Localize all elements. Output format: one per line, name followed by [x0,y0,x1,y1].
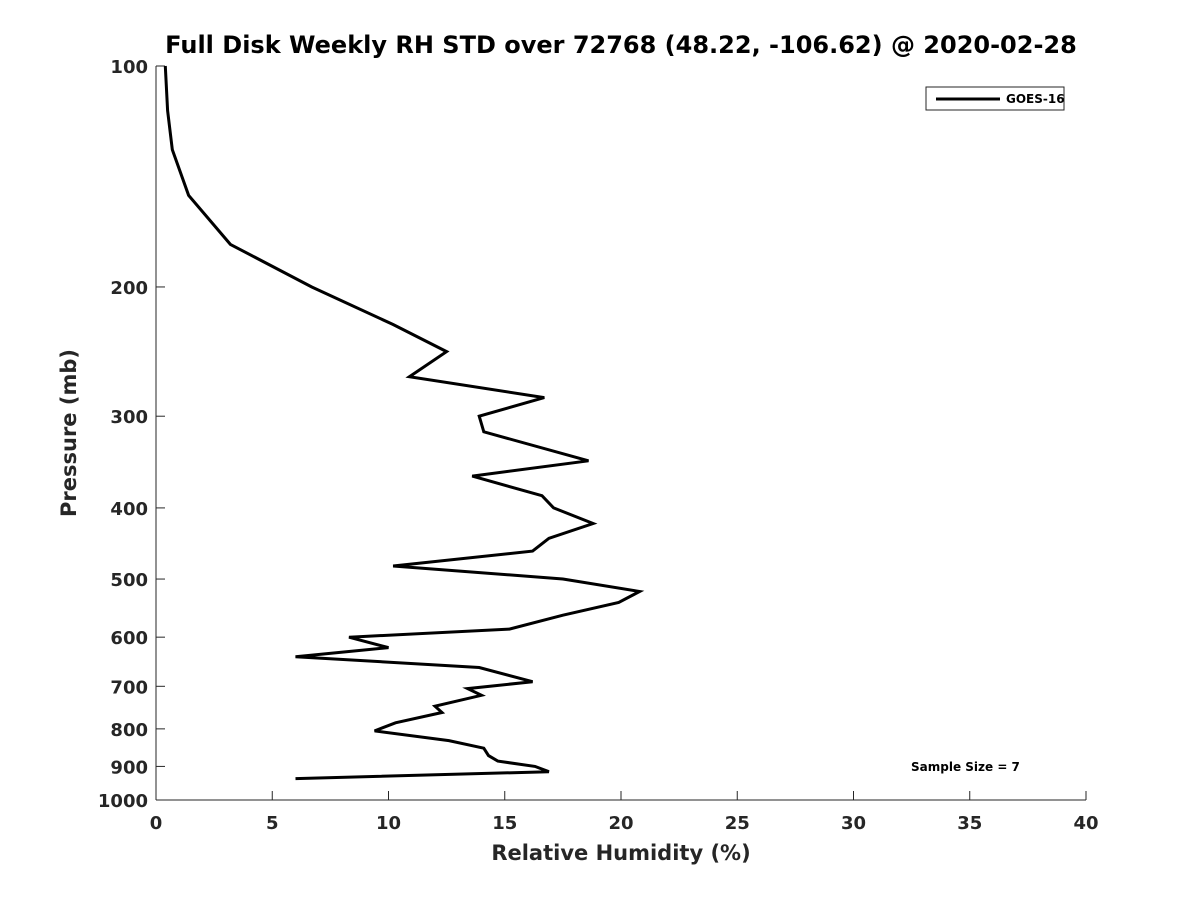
y-tick-label: 200 [110,278,148,299]
legend-label: GOES-16 [1006,92,1065,106]
y-tick-label: 800 [110,720,148,741]
y-tick-label: 600 [110,628,148,649]
axes [155,66,1086,801]
y-tick-label: 1000 [98,791,148,812]
x-tick-label: 20 [608,813,633,834]
y-axis-label: Pressure (mb) [57,349,81,517]
x-tick-label: 40 [1073,813,1098,834]
x-tick-label: 5 [266,813,279,834]
y-tick-label: 400 [110,499,148,520]
chart-title: Full Disk Weekly RH STD over 72768 (48.2… [165,31,1077,59]
y-tick-label: 500 [110,570,148,591]
x-tick-label: 15 [492,813,517,834]
x-tick-label: 30 [841,813,866,834]
x-tick-label: 35 [957,813,982,834]
x-tick-label: 0 [150,813,163,834]
x-tick-label: 25 [725,813,750,834]
y-tick-label: 300 [110,407,148,428]
y-tick-label: 900 [110,757,148,778]
x-tick-label: 10 [376,813,401,834]
y-ticks: 100 200 300 400 500 600 700 800 900 1000 [98,57,165,812]
series-layer [163,65,645,781]
y-tick-label: 700 [110,677,148,698]
x-axis-label: Relative Humidity (%) [491,841,750,865]
sample-size-annotation: Sample Size = 7 [911,760,1020,774]
y-tick-label: 100 [110,57,148,78]
legend: GOES-16 [925,86,1065,111]
series-line-goes-16 [163,65,645,781]
x-ticks: 0 5 10 15 20 25 30 35 40 [150,791,1099,834]
